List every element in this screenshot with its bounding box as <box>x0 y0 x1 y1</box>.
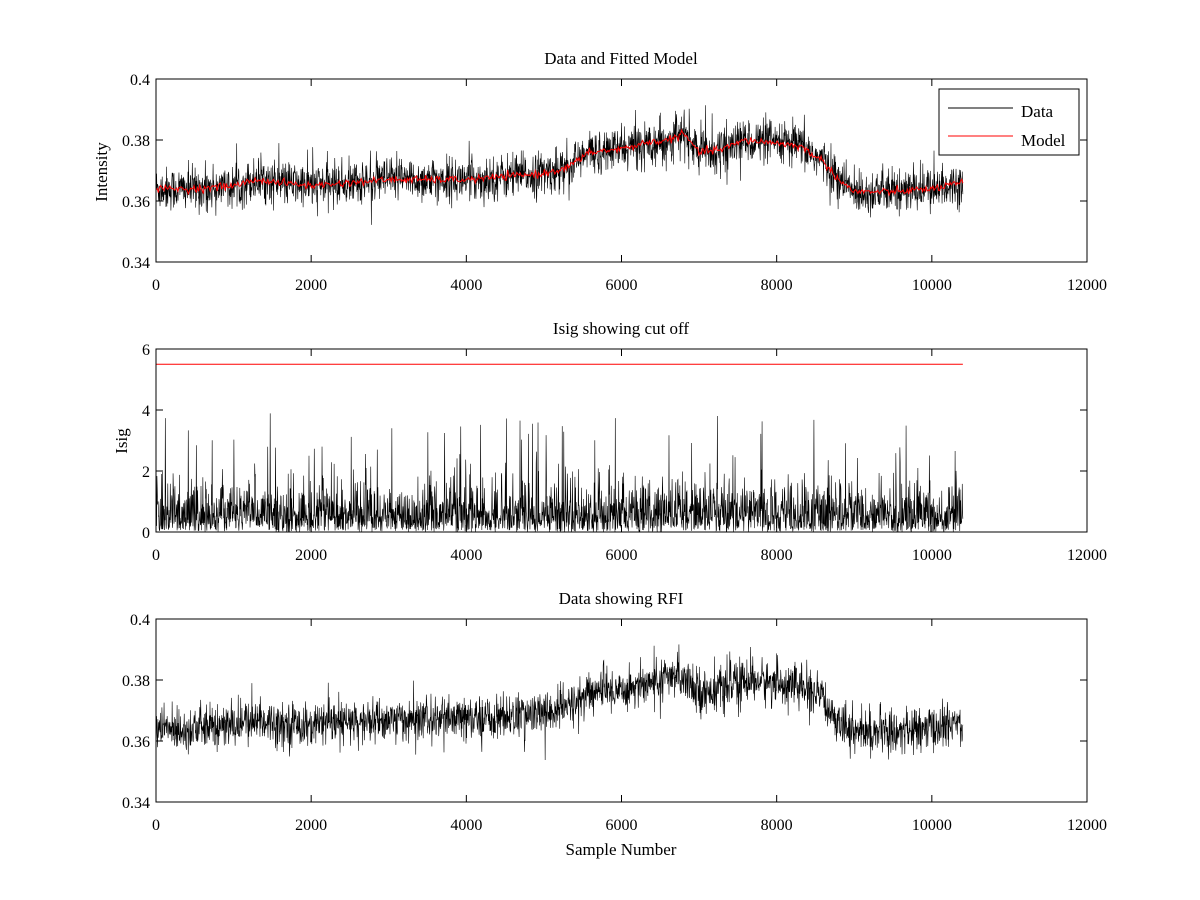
x-tick-label: 10000 <box>912 277 952 294</box>
panel-data-rfi: Data showing RFI Sample Number 0 2000 4000… <box>122 589 1107 859</box>
panel-title: Data and Fitted Model <box>544 49 698 68</box>
x-tick-label: 12000 <box>1067 547 1107 564</box>
x-tick-label: 2000 <box>295 277 327 294</box>
x-axis-label: Sample Number <box>566 840 677 859</box>
x-tick-label: 6000 <box>606 817 638 834</box>
y-tick-label: 0.4 <box>130 72 150 89</box>
y-tick-label: 4 <box>142 403 150 420</box>
x-tick-label: 8000 <box>761 277 793 294</box>
x-tick-label: 0 <box>152 277 160 294</box>
panel-title: Isig showing cut off <box>553 319 689 338</box>
y-tick-label: 2 <box>142 464 150 481</box>
series-group <box>156 105 964 225</box>
x-tick-label: 4000 <box>450 277 482 294</box>
x-tick-label: 8000 <box>761 817 793 834</box>
y-axis-label: Intensity <box>92 142 111 202</box>
panel-title: Data showing RFI <box>559 589 684 608</box>
y-tick-label: 0.36 <box>122 734 150 751</box>
x-tick-label: 8000 <box>761 547 793 564</box>
y-tick-label: 0.36 <box>122 194 150 211</box>
series-group <box>156 644 964 761</box>
plot-area: 0 2000 4000 6000 8000 10000 12000 0.34 0.36 0.38 0… <box>122 612 1107 834</box>
y-tick-label: 0.34 <box>122 795 150 812</box>
y-tick-label: 0.38 <box>122 133 150 150</box>
x-tick-label: 12000 <box>1067 817 1107 834</box>
x-tick-label: 0 <box>152 547 160 564</box>
y-tick-label: 0.38 <box>122 673 150 690</box>
legend: Data Model <box>938 88 1080 156</box>
y-axis-label: Isig <box>112 428 131 454</box>
x-tick-label: 4000 <box>450 547 482 564</box>
legend-entry-model: Model <box>1021 131 1066 150</box>
x-tick-label: 10000 <box>912 817 952 834</box>
legend-box <box>938 88 1080 156</box>
x-tick-label: 2000 <box>295 547 327 564</box>
series-group <box>156 363 964 532</box>
x-tick-label: 6000 <box>606 277 638 294</box>
x-tick-label: 10000 <box>912 547 952 564</box>
y-tick-label: 0 <box>142 525 150 542</box>
y-tick-label: 0.34 <box>122 255 150 272</box>
panel-data-and-model: Data and Fitted Model Intensity 0 2000 400… <box>92 49 1107 294</box>
x-tick-label: 12000 <box>1067 277 1107 294</box>
x-tick-label: 2000 <box>295 817 327 834</box>
x-tick-label: 6000 <box>606 547 638 564</box>
x-tick-label: 4000 <box>450 817 482 834</box>
plot-area: 0 2000 4000 6000 8000 10000 12000 0 2 4 6 <box>142 342 1107 564</box>
series-line-isig <box>156 413 964 532</box>
panel-isig: Isig showing cut off Isig 0 2000 4000 6000 8… <box>112 319 1107 564</box>
y-tick-label: 0.4 <box>130 612 150 629</box>
y-tick-label: 6 <box>142 342 150 359</box>
plot-area: 0 2000 4000 6000 8000 10000 12000 0.34 0.36 0.38 0… <box>122 72 1107 294</box>
x-tick-label: 0 <box>152 817 160 834</box>
series-line-data <box>156 644 964 761</box>
legend-entry-data: Data <box>1021 102 1054 121</box>
series-line-model <box>156 128 964 197</box>
